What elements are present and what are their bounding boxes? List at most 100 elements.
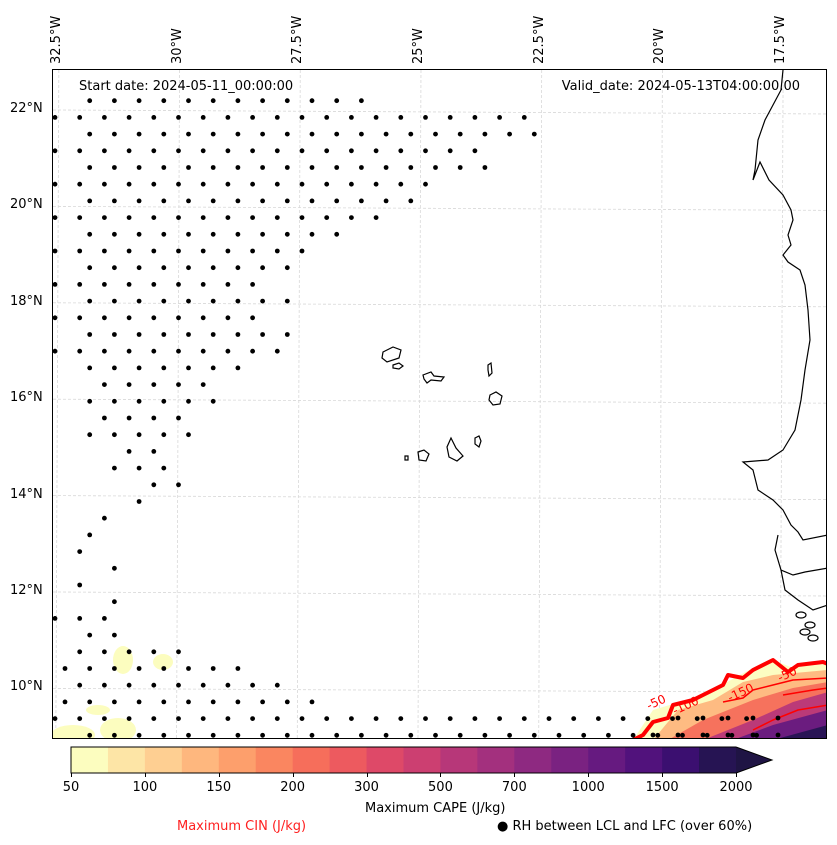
rh-dot xyxy=(235,265,241,271)
rh-dot xyxy=(112,699,117,705)
rh-dot xyxy=(324,115,330,120)
rh-dot xyxy=(112,632,117,638)
rh-dot xyxy=(136,131,142,137)
rh-dot xyxy=(87,198,93,204)
rh-dot xyxy=(53,716,58,721)
guinea-bissau-coast xyxy=(774,534,826,576)
rh-dot xyxy=(299,148,305,154)
rh-dot xyxy=(210,365,216,371)
rh-dot xyxy=(112,332,117,337)
rh-dot xyxy=(274,682,280,688)
rh-dot xyxy=(398,115,404,120)
rh-dot xyxy=(161,732,167,738)
colorbar-segment xyxy=(218,747,257,773)
rh-dot xyxy=(433,165,438,170)
rh-dot xyxy=(77,315,83,321)
rh-dot xyxy=(334,131,340,137)
island-santiago xyxy=(446,436,464,462)
rh-dot xyxy=(136,332,142,337)
rh-dot xyxy=(719,716,725,721)
rh-dot xyxy=(200,716,206,721)
rh-dot xyxy=(655,732,661,738)
rh-dot xyxy=(225,248,231,254)
rh-dot xyxy=(200,315,206,321)
rh-dot xyxy=(161,398,167,404)
lat-gridline xyxy=(53,302,826,308)
rh-dot xyxy=(284,732,290,738)
rh-dot xyxy=(334,231,340,237)
rh-dot xyxy=(126,348,132,354)
rh-dot xyxy=(53,215,58,220)
rh-dot xyxy=(433,131,438,137)
rh-dot xyxy=(186,131,191,137)
rh-dot xyxy=(102,248,107,254)
lon-tick-label: 32.5°W xyxy=(48,15,64,64)
rh-dot xyxy=(299,115,305,120)
rh-dot xyxy=(250,181,256,187)
map-canvas: -50 -100-150-50 xyxy=(53,70,826,738)
lat-gridline xyxy=(53,398,826,404)
colorbar-tick-mark xyxy=(588,773,590,777)
rh-dot xyxy=(284,298,290,304)
rh-dot xyxy=(136,432,142,438)
lat-gridline xyxy=(53,495,826,500)
rh-dot xyxy=(274,148,280,154)
rh-dot xyxy=(176,716,181,721)
rh-dot xyxy=(725,732,731,738)
colorbar-segment xyxy=(625,747,663,773)
rh-dot xyxy=(334,165,340,170)
rh-dot xyxy=(210,699,216,705)
rh-dot xyxy=(186,332,191,337)
rh-dot xyxy=(77,215,83,221)
rh-dot xyxy=(176,415,181,421)
rh-dot xyxy=(482,131,488,137)
rh-dot xyxy=(151,482,157,488)
island-maio xyxy=(474,435,482,448)
island-sal xyxy=(487,361,493,378)
rh-dot xyxy=(235,365,241,371)
rh-dot xyxy=(457,732,463,738)
rh-dot xyxy=(126,248,132,254)
rh-dot xyxy=(136,499,142,504)
rh-dot xyxy=(102,682,107,688)
rh-dot xyxy=(126,215,132,221)
rh-dot xyxy=(225,315,231,321)
rh-dot xyxy=(151,181,157,187)
rh-dot xyxy=(186,732,191,738)
rh-dot xyxy=(53,348,58,354)
rh-dot xyxy=(398,716,404,721)
rh-dot xyxy=(176,148,181,154)
rh-dot xyxy=(250,215,256,221)
rh-dot xyxy=(102,215,107,221)
rh-dot xyxy=(126,449,132,454)
rh-dot xyxy=(200,181,206,187)
rh-dot xyxy=(102,415,107,421)
gridlines xyxy=(53,70,826,738)
cape-colorbar xyxy=(70,746,774,774)
rh-dot xyxy=(87,398,93,404)
rh-dot xyxy=(77,616,83,621)
colorbar-segment xyxy=(403,747,441,773)
rh-dot xyxy=(136,365,142,371)
rh-dot xyxy=(309,98,315,104)
rh-dot xyxy=(126,682,132,688)
rh-dot xyxy=(408,198,414,204)
valid-date-label: Valid_date: 2024-05-13T04:00:00.00 xyxy=(561,79,800,94)
rh-legend-text: RH between LCL and LFC (over 60%) xyxy=(512,819,753,834)
colorbar-tick-mark xyxy=(71,773,72,777)
rh-dot xyxy=(151,248,157,254)
rh-dot xyxy=(151,115,157,120)
colorbar-segment xyxy=(366,747,404,773)
rh-dot xyxy=(423,716,428,721)
colorbar-tick-label: 500 xyxy=(428,780,453,795)
rh-dot xyxy=(274,348,280,354)
rh-dot xyxy=(161,165,167,170)
rh-dot xyxy=(531,732,537,738)
rh-dot xyxy=(250,248,256,254)
rh-dot xyxy=(102,181,107,187)
rh-dot xyxy=(136,98,142,104)
rh-dot xyxy=(126,315,132,321)
rh-dot xyxy=(102,282,107,287)
colorbar-segment xyxy=(144,747,183,773)
rh-dot xyxy=(53,282,58,287)
